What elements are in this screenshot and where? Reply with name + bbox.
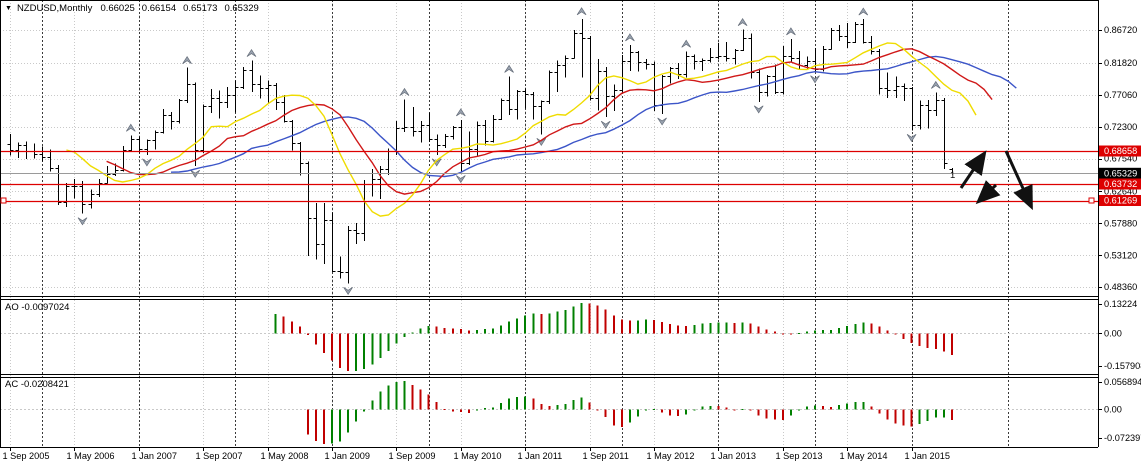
- fractal-down-icon: [343, 287, 353, 295]
- time-axis-label: 1 May 2006: [67, 451, 115, 461]
- line-selection-handles[interactable]: [0, 197, 1095, 204]
- time-axis[interactable]: 1 Sep 2005 1 May 2006 1 Jan 2007 1 Sep 2007…: [3, 447, 950, 462]
- chart-symbol-period: NZDUSD,Monthly: [16, 3, 93, 14]
- quote-close: 0.65329: [224, 3, 259, 14]
- time-axis-label: 1 May 2014: [840, 451, 888, 461]
- fractal-down-icon: [657, 117, 667, 126]
- fractal-down-icon: [906, 134, 917, 142]
- oscillator-axis-label: -0.157908: [1104, 361, 1141, 371]
- chart-title: ▼ NZDUSD,Monthly 0.66025 0.66154 0.65173…: [5, 3, 266, 14]
- trend-arrow-object[interactable]: [975, 179, 1001, 205]
- selection-handle: [1088, 197, 1095, 204]
- bid-price-label: 0.65329: [1099, 167, 1141, 179]
- fractal-up-icon: [182, 56, 192, 64]
- alligator-lips-line: [66, 42, 977, 217]
- oscillator-axis-label: -0.072397: [1104, 433, 1141, 443]
- fractal-down-icon: [753, 105, 764, 114]
- oscillator-axis-label: 0.0568947: [1104, 377, 1141, 387]
- price-axis-label: 0.77060: [1104, 90, 1137, 100]
- fractal-up-icon: [576, 7, 587, 16]
- symbol-collapse-icon[interactable]: ▼: [5, 5, 12, 12]
- svg-text:0.63732: 0.63732: [1104, 179, 1137, 189]
- oscillator-axis-label: 0.00: [1104, 404, 1122, 414]
- ac-indicator-label: AC -0.0208421: [5, 379, 69, 390]
- ac-histogram: [306, 381, 953, 444]
- oscillator-axis-label: 0.00: [1104, 329, 1122, 339]
- trend-arrow-object[interactable]: [1004, 150, 1033, 211]
- fractal-up-icon: [246, 48, 257, 57]
- price-axis-label: 0.86720: [1104, 25, 1137, 35]
- fractal-up-icon: [681, 39, 691, 48]
- price-axis[interactable]: 0.86720 0.81820 0.77060 0.72300 0.67540 0.626…: [1099, 25, 1141, 443]
- pane-borders: [0, 0, 1099, 448]
- price-axis-label: 0.81820: [1104, 58, 1137, 68]
- time-axis-label: 1 Sep 2005: [3, 451, 50, 461]
- ao-histogram: [274, 303, 953, 371]
- oscillator-axis-label: 0.13224: [1104, 299, 1137, 309]
- fractal-up-icon: [858, 7, 869, 16]
- quote-low: 0.65173: [183, 3, 218, 14]
- fractal-arrows: [77, 7, 941, 295]
- time-axis-label: 1 Sep 2009: [389, 451, 436, 461]
- time-axis-label: 1 Jan 2009: [325, 451, 370, 461]
- level-price-label: 0.61269: [1099, 195, 1141, 206]
- fractal-down-icon: [536, 138, 547, 146]
- price-axis-label: 0.62640: [1104, 187, 1137, 197]
- price-axis-label: 0.72300: [1104, 122, 1137, 132]
- level-price-label: 0.68658: [1099, 145, 1141, 157]
- price-axis-label: 0.48360: [1104, 282, 1137, 292]
- fractal-up-icon: [737, 18, 748, 26]
- grid-lines: [0, 0, 1098, 447]
- svg-text:0.61269: 0.61269: [1104, 196, 1137, 206]
- trend-arrow-object[interactable]: [959, 150, 987, 189]
- time-axis-label: 1 Jan 2013: [711, 451, 756, 461]
- ao-indicator-label: AO -0.0097024: [5, 302, 70, 313]
- fractal-down-icon: [810, 75, 820, 84]
- time-axis-label: 1 May 2012: [647, 451, 695, 461]
- time-axis-label: 1 Sep 2013: [776, 451, 823, 461]
- fractal-up-icon: [786, 27, 796, 36]
- svg-text:0.68658: 0.68658: [1104, 146, 1137, 156]
- time-axis-label: 1 Sep 2007: [196, 451, 243, 461]
- level-price-label: 0.63732: [1099, 178, 1141, 190]
- time-axis-label: 1 Jan 2011: [518, 451, 563, 461]
- time-axis-label: 1 Jan 2015: [905, 451, 950, 461]
- time-axis-label: 1 Sep 2011: [583, 451, 629, 461]
- fractal-down-icon: [600, 120, 611, 129]
- selection-handle: [0, 197, 7, 204]
- fractal-up-icon: [625, 33, 635, 42]
- fractal-up-icon: [456, 108, 466, 117]
- fractal-up-icon: [399, 87, 410, 96]
- price-axis-label: 0.57880: [1104, 218, 1137, 228]
- time-axis-label: 1 Jan 2007: [132, 451, 177, 461]
- quote-open: 0.66025: [100, 3, 135, 14]
- fractal-down-icon: [77, 217, 88, 226]
- svg-text:0.65329: 0.65329: [1104, 169, 1137, 179]
- fractal-down-icon: [431, 158, 442, 167]
- alligator-teeth-line: [106, 48, 993, 195]
- alligator-jaw-line: [170, 55, 1017, 178]
- price-axis-label: 0.67540: [1104, 154, 1137, 164]
- fractal-up-icon: [931, 80, 941, 89]
- fractal-up-icon: [126, 123, 136, 132]
- fractal-down-icon: [142, 158, 152, 167]
- quote-high: 0.66154: [141, 3, 177, 14]
- fractal-down-icon: [456, 175, 466, 184]
- fractal-up-icon: [504, 64, 514, 73]
- text-label-object[interactable]: 1: [950, 170, 955, 181]
- price-axis-label: 0.53120: [1104, 250, 1137, 260]
- time-axis-label: 1 May 2010: [454, 451, 502, 461]
- time-axis-label: 1 May 2008: [261, 451, 309, 461]
